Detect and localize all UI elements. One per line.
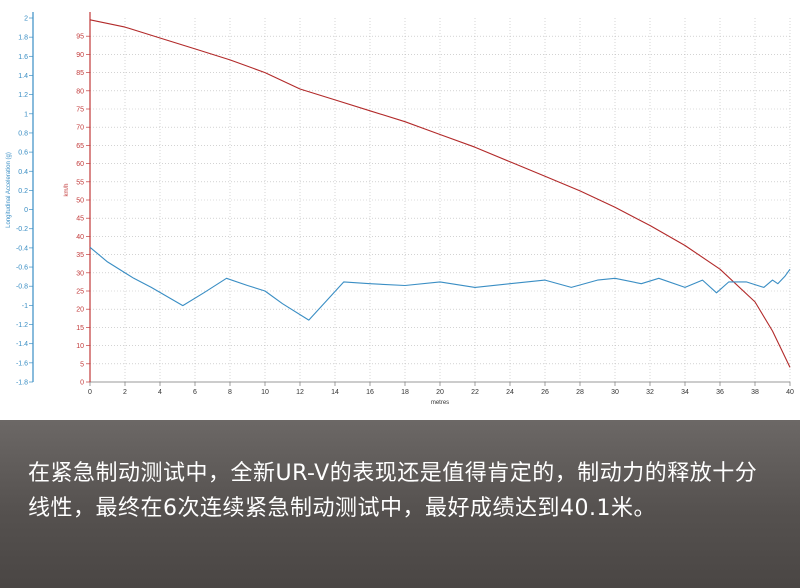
speed-tick-label: 55 [76, 179, 84, 186]
speed-tick-label: 20 [76, 307, 84, 314]
x-tick-label: 18 [401, 389, 409, 396]
accel-tick-label: -1 [22, 303, 28, 310]
caption-panel: 在紧急制动测试中，全新UR-V的表现还是值得肯定的，制动力的释放十分线性，最终在… [0, 420, 800, 588]
speed-tick-label: 70 [76, 125, 84, 132]
accel-tick-label: 0 [24, 207, 28, 214]
accel-tick-label: 1.4 [18, 73, 28, 80]
x-tick-label: 36 [716, 389, 724, 396]
speed-series-line [89, 19, 791, 368]
accel-tick-label: 0.4 [18, 169, 28, 176]
speed-tick-label: 90 [76, 52, 84, 59]
x-tick-label: 16 [366, 389, 374, 396]
x-tick-label: 14 [331, 389, 339, 396]
speed-tick-label: 95 [76, 34, 84, 41]
x-tick-label: 0 [88, 389, 92, 396]
speed-tick-label: 10 [76, 343, 84, 350]
x-tick-label: 4 [158, 389, 162, 396]
speed-tick-label: 50 [76, 198, 84, 205]
accel-axis-title: Longitudinal Acceleration (g) [6, 152, 12, 228]
x-tick-label: 40 [786, 389, 794, 396]
accel-tick-label: 1.2 [18, 92, 28, 99]
speed-tick-label: 5 [80, 361, 84, 368]
speed-tick-label: 45 [76, 216, 84, 223]
x-tick-label: 8 [228, 389, 232, 396]
x-tick-label: 10 [261, 389, 269, 396]
speed-tick-label: 25 [76, 289, 84, 296]
x-tick-label: 34 [681, 389, 689, 396]
accel-tick-label: -1.8 [16, 380, 28, 387]
accel-tick-label: -1.4 [16, 341, 28, 348]
speed-tick-label: 80 [76, 88, 84, 95]
accel-tick-label: -1.2 [16, 322, 28, 329]
accel-tick-label: 2 [24, 16, 28, 23]
x-tick-label: 12 [296, 389, 304, 396]
x-tick-label: 30 [611, 389, 619, 396]
accel-series-line [89, 246, 791, 321]
speed-tick-label: 35 [76, 252, 84, 259]
speed-tick-label: 60 [76, 161, 84, 168]
accel-tick-label: -1.6 [16, 360, 28, 367]
brake-test-chart: 0 2 4 6 8 10 12 14 16 18 20 22 24 26 28 30 32 34 36 38 40met… [6, 12, 794, 406]
accel-tick-label: 1.8 [18, 35, 28, 42]
speed-tick-label: 75 [76, 107, 84, 114]
accel-tick-label: 0.6 [18, 150, 28, 157]
x-tick-label: 26 [541, 389, 549, 396]
speed-tick-label: 65 [76, 143, 84, 150]
accel-tick-label: 1 [24, 111, 28, 118]
x-tick-label: 22 [471, 389, 479, 396]
x-tick-label: 38 [751, 389, 759, 396]
x-tick-label: 28 [576, 389, 584, 396]
accel-tick-label: -0.6 [16, 265, 28, 272]
accel-tick-label: 0.2 [18, 188, 28, 195]
x-axis-title: metres [431, 400, 449, 406]
accel-tick-label: 0.8 [18, 130, 28, 137]
x-tick-label: 32 [646, 389, 654, 396]
accel-tick-label: -0.8 [16, 284, 28, 291]
speed-tick-label: 30 [76, 270, 84, 277]
x-tick-label: 6 [193, 389, 197, 396]
x-tick-label: 24 [506, 389, 514, 396]
speed-tick-label: 0 [80, 380, 84, 387]
speed-axis-title: km/h [64, 183, 70, 196]
accel-tick-label: 1.6 [18, 54, 28, 61]
speed-tick-label: 15 [76, 325, 84, 332]
accel-tick-label: -0.4 [16, 245, 28, 252]
x-tick-label: 2 [123, 389, 127, 396]
x-tick-label: 20 [436, 389, 444, 396]
caption-text: 在紧急制动测试中，全新UR-V的表现还是值得肯定的，制动力的释放十分线性，最终在… [28, 461, 758, 521]
chart-area: 0 2 4 6 8 10 12 14 16 18 20 22 24 26 28 30 32 34 36 38 40 met… [6, 12, 794, 406]
speed-tick-label: 85 [76, 70, 84, 77]
speed-tick-label: 40 [76, 234, 84, 241]
accel-tick-label: -0.2 [16, 226, 28, 233]
